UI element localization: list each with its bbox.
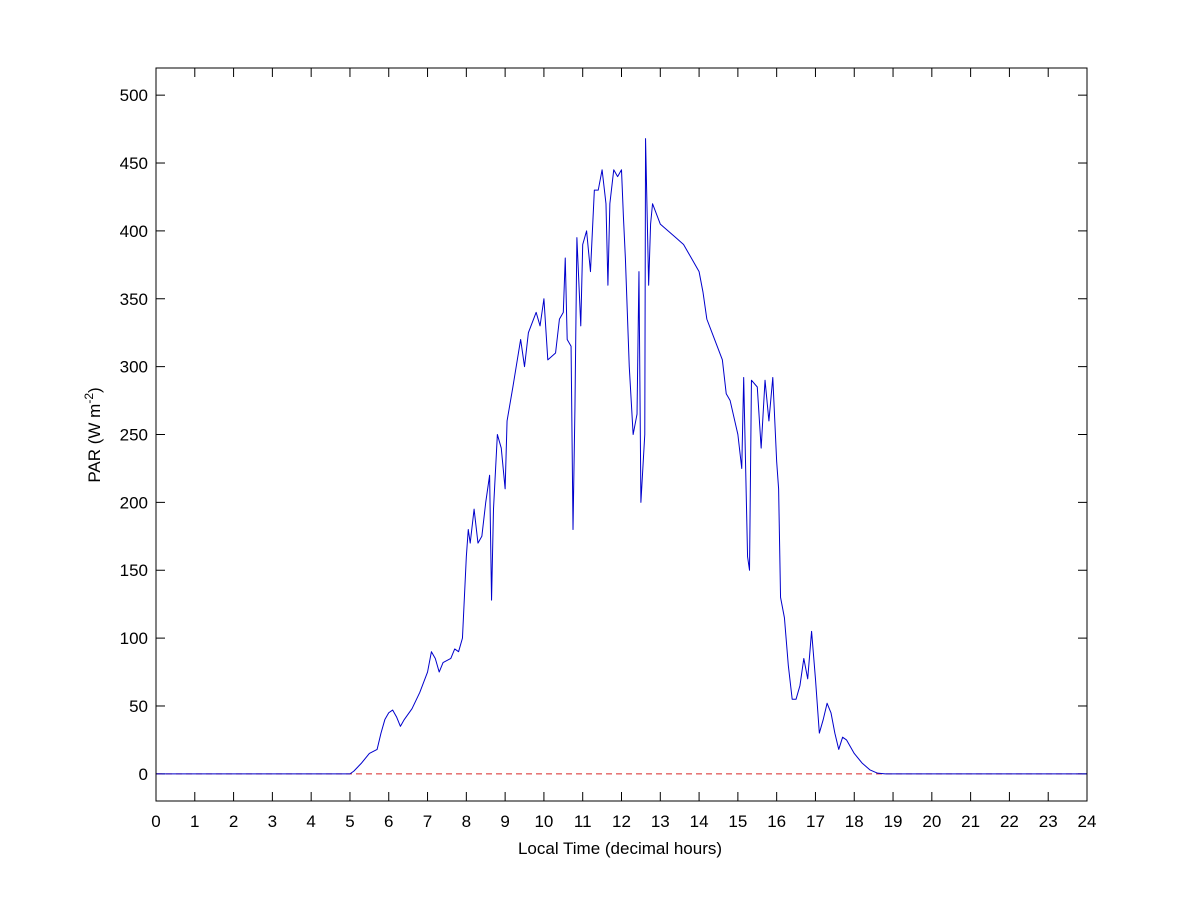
y-tick-label: 50 bbox=[129, 697, 148, 716]
x-tick-label: 24 bbox=[1078, 812, 1097, 831]
y-tick-label: 150 bbox=[120, 561, 148, 580]
x-tick-label: 18 bbox=[845, 812, 864, 831]
x-tick-label: 1 bbox=[190, 812, 199, 831]
x-tick-label: 8 bbox=[462, 812, 471, 831]
y-tick-label: 100 bbox=[120, 629, 148, 648]
x-axis-label: Local Time (decimal hours) bbox=[518, 839, 722, 858]
y-tick-label: 300 bbox=[120, 358, 148, 377]
y-tick-label: 200 bbox=[120, 493, 148, 512]
y-tick-label: 0 bbox=[139, 765, 148, 784]
y-tick-label: 350 bbox=[120, 290, 148, 309]
x-tick-label: 7 bbox=[423, 812, 432, 831]
x-tick-label: 4 bbox=[306, 812, 315, 831]
plot-frame bbox=[155, 67, 1088, 802]
x-tick-label: 9 bbox=[500, 812, 509, 831]
x-tick-label: 3 bbox=[268, 812, 277, 831]
y-tick-label: 400 bbox=[120, 222, 148, 241]
x-tick-label: 12 bbox=[612, 812, 631, 831]
y-tick-label: 500 bbox=[120, 86, 148, 105]
data-line bbox=[156, 138, 1087, 775]
y-axis-label-suffix: ) bbox=[85, 387, 104, 393]
x-tick-label: 15 bbox=[728, 812, 747, 831]
x-tick-label: 5 bbox=[345, 812, 354, 831]
x-tick-label: 10 bbox=[534, 812, 553, 831]
x-tick-label: 11 bbox=[574, 812, 592, 831]
x-tick-label: 0 bbox=[151, 812, 160, 831]
x-tick-label: 16 bbox=[767, 812, 786, 831]
x-tick-label: 13 bbox=[651, 812, 670, 831]
x-tick-label: 6 bbox=[384, 812, 393, 831]
y-tick-label: 450 bbox=[120, 154, 148, 173]
y-tick-label: 250 bbox=[120, 426, 148, 445]
plot-area bbox=[156, 68, 1087, 801]
x-tick-label: 23 bbox=[1039, 812, 1058, 831]
x-tick-label: 20 bbox=[922, 812, 941, 831]
x-tick-label: 14 bbox=[690, 812, 709, 831]
y-axis-label-superscript: -2 bbox=[82, 393, 96, 404]
x-tick-label: 2 bbox=[229, 812, 238, 831]
x-tick-label: 19 bbox=[884, 812, 903, 831]
x-tick-label: 21 bbox=[961, 812, 980, 831]
x-tick-label: 22 bbox=[1000, 812, 1019, 831]
y-axis-label-text: PAR (W m bbox=[85, 404, 104, 483]
y-axis-label: PAR (W m-2) bbox=[82, 387, 104, 482]
x-tick-label: 17 bbox=[806, 812, 825, 831]
